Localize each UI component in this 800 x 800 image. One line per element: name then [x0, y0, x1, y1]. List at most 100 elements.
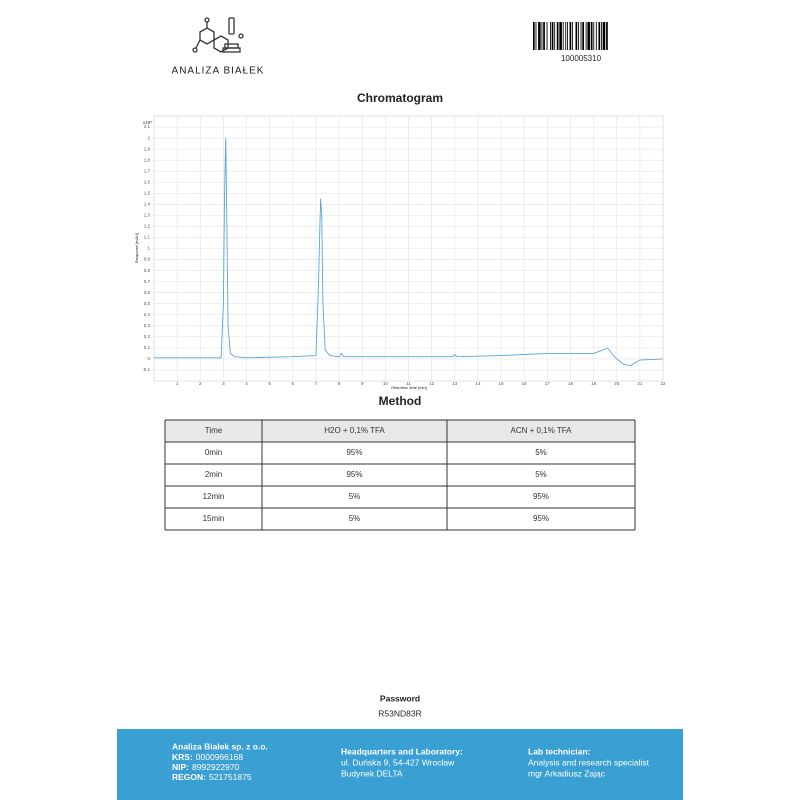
- y-tick-label: 2: [147, 135, 150, 140]
- barcode-bar: [595, 22, 597, 50]
- barcode-bar: [533, 22, 535, 50]
- y-tick-label: 1,8: [144, 157, 151, 162]
- y-tick-label: 0,4: [144, 312, 151, 317]
- barcode-bar: [567, 22, 568, 50]
- trace-line: [154, 138, 664, 367]
- x-tick-label: 2: [199, 381, 202, 386]
- barcode-bar: [554, 22, 556, 50]
- barcode-bar: [572, 22, 573, 50]
- x-tick-label: 5: [268, 381, 271, 386]
- table-cell: 0min: [205, 448, 222, 457]
- table-cell: 5%: [535, 448, 547, 457]
- x-tick-label: 14: [475, 381, 481, 386]
- barcode-bar: [580, 22, 582, 50]
- x-tick-label: 12: [429, 381, 435, 386]
- tech-line: mgr Arkadiusz Zając: [528, 768, 606, 778]
- x-tick-label: 8: [338, 381, 341, 386]
- barcode-bar: [565, 22, 567, 50]
- y-tick-label: 1,2: [144, 224, 151, 229]
- hq-line: Budynek DELTA: [341, 768, 403, 778]
- y-tick-label: 0,1: [144, 345, 151, 350]
- x-tick-label: 11: [406, 381, 411, 386]
- method-table: Time H2O + 0,1% TFA ACN + 0,1% TFA 0min 95% 5…: [164, 419, 636, 531]
- y-tick-label: 0,2: [144, 334, 151, 339]
- y-tick-label: 0,7: [144, 279, 151, 284]
- y-tick-label: 2,1: [144, 124, 151, 129]
- password-value: R53ND83R: [378, 708, 421, 718]
- y-tick-label: 1,9: [144, 146, 151, 151]
- barcode-bar: [598, 22, 601, 50]
- y-tick-label: 1,5: [144, 190, 151, 195]
- y-tick-label: 1,6: [144, 179, 151, 184]
- barcode-bar: [541, 22, 543, 50]
- barcode-bar: [562, 22, 564, 50]
- company-line: NIP: 8992922970: [172, 762, 240, 772]
- y-tick-label: 0,8: [144, 268, 151, 273]
- chart-title: Chromatogram: [357, 91, 443, 105]
- x-tick-label: 17: [545, 381, 551, 386]
- x-tick-label: 6: [292, 381, 295, 386]
- barcode-bar: [551, 22, 554, 50]
- barcode-bar: [575, 22, 578, 50]
- tech-title: Lab technician:: [528, 746, 591, 756]
- table-cell: 2min: [205, 470, 222, 479]
- y-tick-label: 0,5: [144, 301, 151, 306]
- y-tick-label: 1,3: [144, 213, 151, 218]
- barcode-bar: [602, 22, 606, 50]
- method-title: Method: [379, 394, 422, 408]
- header-cell: ACN + 0,1% TFA: [511, 426, 573, 435]
- hq-title: Headquarters and Laboratory:: [341, 746, 463, 756]
- x-tick-label: 4: [245, 381, 248, 386]
- table-cell: 5%: [535, 470, 547, 479]
- y-tick-label: 0,9: [144, 257, 151, 262]
- table-cell: 15min: [203, 514, 225, 523]
- header-cell: H2O + 0,1% TFA: [324, 426, 385, 435]
- logo-text: ANALIZA BIAŁEK: [172, 66, 265, 77]
- table-cell: 95%: [533, 492, 549, 501]
- barcode-bar: [578, 22, 579, 50]
- barcode-bar: [550, 22, 551, 50]
- barcode-bar: [559, 22, 562, 50]
- barcode-bar: [593, 22, 595, 50]
- logo-icon: [192, 17, 244, 53]
- x-tick-label: 13: [452, 381, 458, 386]
- table-cell: 5%: [349, 492, 361, 501]
- x-tick-label: 19: [591, 381, 597, 386]
- header-row-bg: [165, 420, 635, 442]
- tech-line: Analysis and research specialist: [528, 757, 650, 767]
- x-tick-label: 15: [499, 381, 505, 386]
- barcode-bar: [556, 22, 559, 50]
- table-cell: 95%: [346, 470, 362, 479]
- company-name: Analiza Białek sp. z o.o.: [172, 741, 268, 751]
- x-tick-label: 21: [637, 381, 643, 386]
- company-line: KRS: 0000966168: [172, 752, 243, 762]
- x-tick-label: 20: [614, 381, 620, 386]
- y-tick-label: 1,4: [144, 202, 151, 207]
- x-tick-label: 10: [383, 381, 389, 386]
- x-tick-label: 22: [660, 381, 666, 386]
- barcode-bar: [585, 22, 587, 50]
- barcode: [533, 22, 608, 50]
- hq-line: ul. Duńska 9, 54-427 Wrocław: [341, 757, 455, 767]
- x-tick-label: 1: [176, 381, 179, 386]
- x-axis-label: Retention time [min]: [391, 385, 427, 390]
- barcode-bar: [587, 22, 590, 50]
- barcode-bar: [546, 22, 548, 50]
- y-tick-label: 1,7: [144, 168, 151, 173]
- barcode-bar: [538, 22, 541, 50]
- table-cell: 12min: [203, 492, 225, 501]
- footer-band: [117, 729, 683, 800]
- y-tick-label: -0,1: [142, 367, 150, 372]
- y-axis-label: Response [mAU]: [134, 233, 139, 263]
- barcode-bar: [582, 22, 584, 50]
- company-line: REGON: 521751875: [172, 772, 252, 782]
- y-multiplier: x10⁵: [143, 120, 152, 125]
- table-cell: 5%: [349, 514, 361, 523]
- header-cell: Time: [205, 426, 223, 435]
- x-tick-label: 3: [222, 381, 225, 386]
- x-tick-label: 7: [315, 381, 318, 386]
- barcode-bar: [606, 22, 608, 50]
- barcode-bar: [535, 22, 537, 50]
- barcode-bar: [569, 22, 572, 50]
